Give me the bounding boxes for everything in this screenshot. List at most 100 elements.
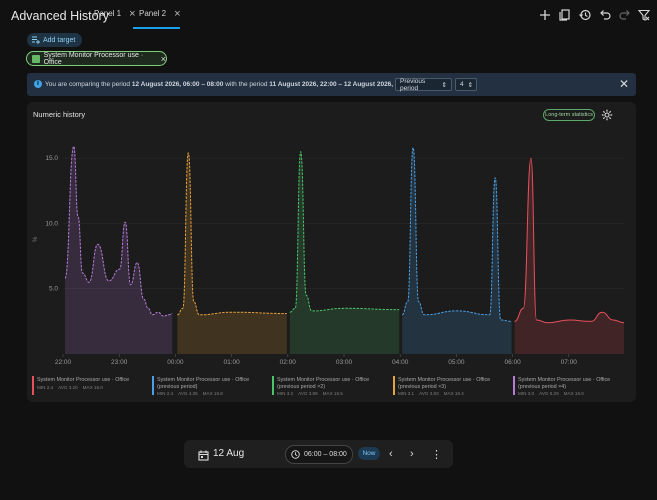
time-range-picker[interactable]: 06:00 – 08:00 — [285, 445, 353, 464]
legend-stat-min: MIN 2.4 — [37, 385, 54, 390]
series-area — [65, 146, 173, 354]
x-tick-label: 06:00 — [504, 359, 521, 366]
close-icon[interactable]: ✕ — [619, 77, 630, 91]
banner-text-mid: with the period — [223, 81, 270, 88]
legend-label: System Monitor Processor use · Office (pr… — [157, 377, 249, 390]
legend-label-line1: System Monitor Processor use · Office — [157, 377, 250, 383]
legend-item[interactable]: System Monitor Processor use · Office (pr… — [393, 374, 508, 398]
numeric-history-chart[interactable]: 5.0 10.0 15.0% 22:00 23:00 00:00 01:00 02:00 03:… — [27, 102, 636, 372]
active-tab-indicator — [133, 27, 180, 29]
legend-stat-avg: AVG 5.29 — [539, 391, 559, 396]
calendar-icon[interactable] — [198, 448, 209, 461]
x-tick-label: 04:00 — [392, 359, 409, 366]
top-bar: Advanced History Panel 1 × Panel 2 × — [0, 0, 657, 30]
y-tick-label: 5.0 — [49, 286, 58, 293]
legend-label-line2: (previous period) — [157, 383, 198, 390]
legend-label-line2: (previous period ×2) — [277, 383, 326, 390]
legend-item[interactable]: System Monitor Processor use · Office (pr… — [152, 374, 267, 398]
card-title: Numeric history — [33, 110, 86, 119]
selected-date[interactable]: 12 Aug — [213, 448, 245, 459]
history-icon[interactable] — [578, 8, 592, 22]
time-range-label: 06:00 – 08:00 — [304, 451, 347, 458]
app-title: Advanced History — [11, 9, 109, 23]
gear-icon[interactable] — [601, 108, 613, 121]
compare-count-select[interactable]: 4 ⇕ — [455, 78, 477, 91]
more-vert-icon[interactable]: ⋮ — [431, 449, 442, 461]
legend-stats: MIN 2.4 AVG 4.35 MAX 15.8 — [157, 391, 228, 396]
bookmark-icon[interactable] — [558, 8, 572, 22]
chevron-left-icon[interactable]: ‹ — [389, 448, 393, 460]
compare-mode-value: Previous period — [400, 77, 426, 92]
target-chip[interactable]: System Monitor Processor use · Office × — [26, 51, 167, 66]
y-tick-label: 15.0 — [45, 155, 58, 162]
x-tick-label: 23:00 — [111, 359, 128, 366]
x-tick-label: 01:00 — [223, 359, 240, 366]
legend-label: System Monitor Processor use · Office (pr… — [277, 377, 369, 390]
redo-icon[interactable] — [618, 8, 632, 22]
long-term-statistics-badge[interactable]: Long-term statistics — [543, 109, 595, 121]
legend-stat-avg: AVG 3.20 — [58, 385, 78, 390]
plus-icon[interactable] — [538, 8, 552, 22]
series-area — [177, 152, 287, 354]
y-tick-label: 10.0 — [45, 220, 58, 227]
comparison-banner: i You are comparing the period 12 August… — [27, 73, 636, 96]
legend-item[interactable]: System Monitor Processor use · Office (pr… — [272, 374, 387, 398]
legend-color-swatch — [32, 376, 34, 395]
legend-stat-max: MAX 15.4 — [443, 391, 464, 396]
legend-label: System Monitor Processor use · Office (pr… — [398, 377, 490, 390]
legend-color-swatch — [152, 376, 154, 395]
x-tick-label: 03:00 — [336, 359, 353, 366]
legend-item[interactable]: System Monitor Processor use · Office (pr… — [513, 374, 628, 398]
legend-label-line1: System Monitor Processor use · Office — [518, 377, 611, 383]
series-area — [514, 158, 624, 354]
filter-off-icon[interactable] — [637, 8, 651, 22]
x-tick-label: 00:00 — [167, 359, 184, 366]
stepper-icon: ⇕ — [467, 81, 474, 89]
legend-stats: MIN 2.4 AVG 3.20 MAX 15.0 — [37, 385, 108, 390]
banner-period-b: 11 August 2026, 22:00 – 12 August 2026, … — [269, 81, 412, 88]
y-axis-label: % — [33, 236, 39, 242]
legend-item[interactable]: System Monitor Processor use · Office MIN… — [32, 374, 147, 398]
numeric-history-card: Numeric history Long-term statistics 5.0… — [27, 102, 636, 402]
add-list-icon — [32, 36, 40, 44]
tab-label: Panel 1 — [94, 9, 122, 18]
tab-panel-1[interactable]: Panel 1 × — [94, 7, 136, 20]
series-area — [289, 151, 400, 354]
legend-stats: MIN 3.1 AVG 3.83 MAX 15.4 — [398, 391, 469, 396]
tab-label: Panel 2 — [139, 9, 167, 18]
legend-stat-max: MAX 15.8 — [202, 391, 223, 396]
add-target-button[interactable]: Add target — [27, 33, 82, 47]
add-target-label: Add target — [43, 36, 76, 44]
compare-mode-select[interactable]: Previous period ⇕ — [395, 77, 452, 92]
series-line — [289, 151, 400, 313]
close-icon[interactable]: × — [129, 7, 136, 20]
tab-panel-2[interactable]: Panel 2 × — [139, 7, 181, 20]
x-tick-label: 05:00 — [448, 359, 465, 366]
legend-stats: MIN 3.2 AVG 3.89 MAX 15.5 — [277, 391, 348, 396]
time-navigation-bar: 12 Aug 06:00 – 08:00 Now ‹ › ⋮ — [184, 440, 453, 468]
banner-period-a: 12 August 2026, 06:00 – 08:00 — [131, 81, 224, 88]
legend-stat-min: MIN 3.0 — [518, 391, 535, 396]
legend-stat-max: MAX 16.0 — [563, 391, 584, 396]
series-line — [401, 147, 512, 322]
now-button[interactable]: Now — [358, 447, 380, 460]
info-icon: i — [34, 80, 42, 88]
legend-label-line1: System Monitor Processor use · Office — [277, 377, 370, 383]
banner-text: You are comparing the period 12 August 2… — [45, 81, 412, 88]
chip-remove-icon[interactable]: × — [160, 53, 166, 64]
chevron-right-icon[interactable]: › — [410, 448, 414, 460]
legend-stats: MIN 3.0 AVG 5.29 MAX 16.0 — [518, 391, 589, 396]
series-line — [177, 152, 287, 316]
series-line — [514, 157, 625, 324]
legend-color-swatch — [272, 376, 274, 395]
legend-stat-min: MIN 3.2 — [277, 391, 294, 396]
banner-text-prefix: You are comparing the period — [45, 81, 132, 88]
series-line — [64, 145, 173, 317]
undo-icon[interactable] — [598, 8, 612, 22]
close-icon[interactable]: × — [174, 7, 181, 20]
legend-color-swatch — [513, 376, 515, 395]
legend-label-line2: (previous period ×3) — [398, 383, 447, 390]
legend-stat-min: MIN 2.4 — [157, 391, 174, 396]
legend-label: System Monitor Processor use · Office — [37, 377, 129, 384]
legend-label-line1: System Monitor Processor use · Office — [37, 377, 130, 383]
